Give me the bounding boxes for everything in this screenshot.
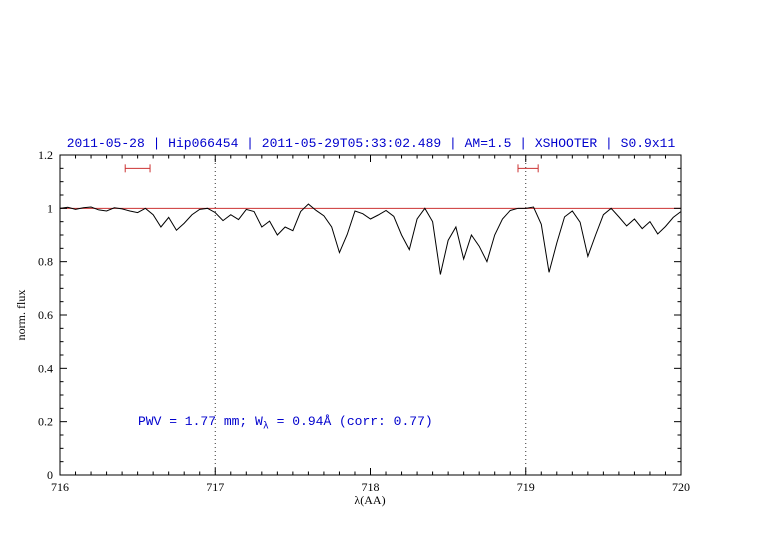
pwv-annotation-prefix: PWV = 1.77 mm; W: [138, 414, 263, 429]
y-tick-label: 1.2: [38, 148, 53, 162]
x-tick-label: 718: [362, 480, 380, 494]
x-axis-label: λ(AA): [354, 493, 386, 507]
y-tick-label: 0.8: [38, 255, 53, 269]
chart-title: 2011-05-28 | Hip066454 | 2011-05-29T05:3…: [66, 136, 676, 151]
y-tick-label: 1: [47, 201, 53, 215]
x-tick-label: 717: [206, 480, 224, 494]
y-tick-label: 0.4: [38, 361, 53, 375]
pwv-annotation: PWV = 1.77 mm; Wλ = 0.94Å (corr: 0.77): [138, 414, 433, 433]
x-tick-label: 720: [672, 480, 690, 494]
y-axis-label: norm. flux: [14, 289, 28, 341]
x-tick-label: 716: [51, 480, 69, 494]
y-tick-label: 0: [47, 468, 53, 482]
y-tick-label: 0.6: [38, 308, 53, 322]
y-tick-label: 0.2: [38, 415, 53, 429]
pwv-annotation-suffix: = 0.94Å (corr: 0.77): [268, 414, 433, 429]
spectrum-line: [59, 203, 682, 275]
pwv-annotation-lambda-sub: λ: [262, 421, 269, 433]
x-tick-label: 719: [517, 480, 535, 494]
